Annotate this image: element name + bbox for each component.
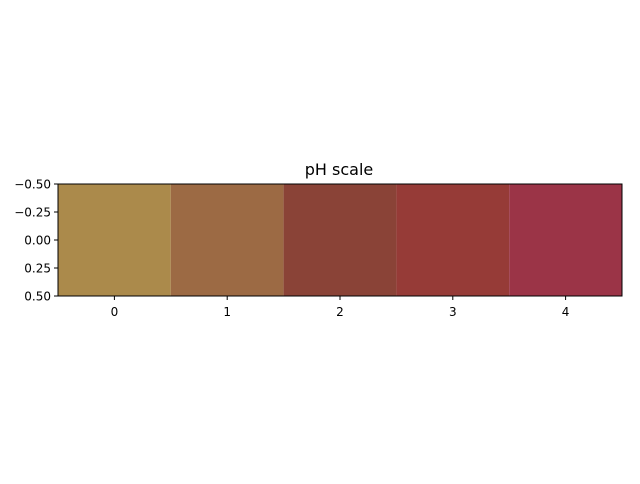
x-tick-label: 1 (223, 305, 231, 319)
heatmap-cell-0 (58, 184, 171, 296)
heatmap-cells (58, 184, 622, 296)
x-tick-label: 3 (449, 305, 457, 319)
y-tick-label: 0.00 (24, 234, 51, 248)
heatmap-cell-1 (170, 184, 284, 296)
x-axis: 0 1 2 3 4 (111, 296, 570, 319)
heatmap-cell-3 (396, 184, 510, 296)
y-axis: −0.50 −0.25 0.00 0.25 0.50 (14, 178, 58, 304)
y-tick-label: 0.25 (24, 262, 51, 276)
y-tick-label: −0.50 (14, 178, 51, 192)
y-tick-label: 0.50 (24, 290, 51, 304)
heatmap-cell-4 (509, 184, 622, 296)
chart-title: pH scale (305, 160, 374, 179)
x-tick-label: 0 (111, 305, 119, 319)
y-tick-label: −0.25 (14, 206, 51, 220)
x-tick-label: 2 (336, 305, 344, 319)
heatmap-cell-2 (283, 184, 397, 296)
x-tick-label: 4 (562, 305, 570, 319)
